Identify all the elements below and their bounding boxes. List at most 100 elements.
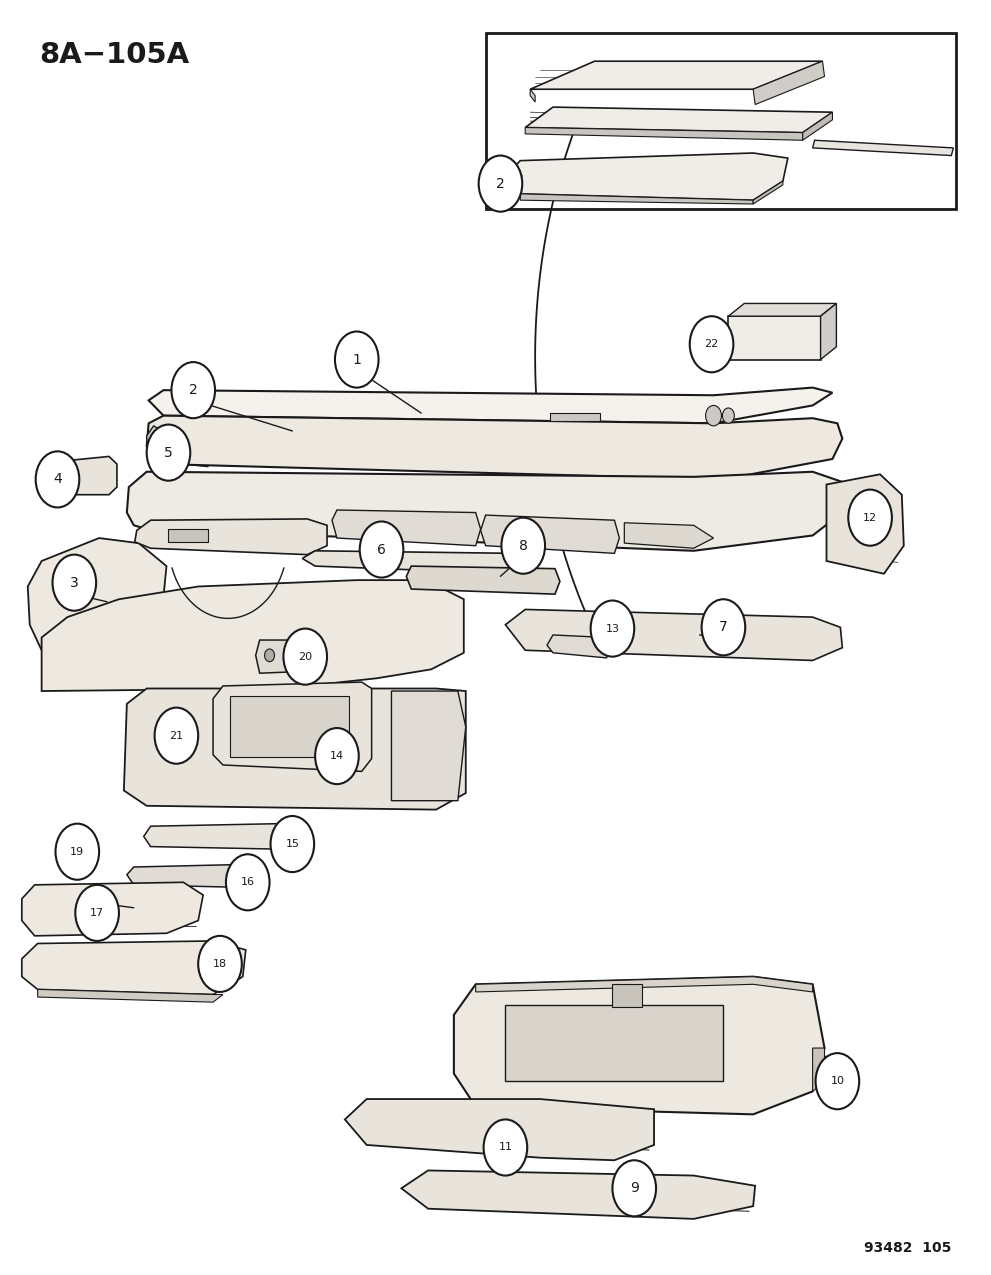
Polygon shape <box>753 61 825 105</box>
Text: 93482  105: 93482 105 <box>864 1241 951 1255</box>
Circle shape <box>198 936 242 992</box>
Text: 14: 14 <box>330 751 344 761</box>
Polygon shape <box>803 112 832 140</box>
Polygon shape <box>813 1048 825 1091</box>
Polygon shape <box>728 303 836 316</box>
Circle shape <box>75 885 119 941</box>
Polygon shape <box>147 426 178 467</box>
Circle shape <box>702 599 745 655</box>
Circle shape <box>315 728 359 784</box>
Polygon shape <box>135 519 327 555</box>
Bar <box>230 696 349 757</box>
Bar <box>168 529 208 542</box>
Polygon shape <box>149 388 832 423</box>
Circle shape <box>36 451 79 507</box>
Polygon shape <box>505 609 842 660</box>
Text: 16: 16 <box>241 877 255 887</box>
Circle shape <box>706 405 721 426</box>
Polygon shape <box>406 566 560 594</box>
Circle shape <box>155 708 198 764</box>
Polygon shape <box>454 977 825 1114</box>
Text: 6: 6 <box>378 543 385 556</box>
Text: 2: 2 <box>189 384 197 397</box>
Text: 12: 12 <box>863 513 877 523</box>
Text: 10: 10 <box>830 1076 844 1086</box>
Polygon shape <box>728 316 821 360</box>
Polygon shape <box>476 977 813 992</box>
Text: 4: 4 <box>54 473 61 486</box>
Polygon shape <box>826 474 904 574</box>
Circle shape <box>360 521 403 578</box>
Text: 21: 21 <box>169 731 183 741</box>
Circle shape <box>816 1053 859 1109</box>
Text: 15: 15 <box>285 839 299 849</box>
Polygon shape <box>256 640 327 673</box>
Text: 18: 18 <box>213 959 227 969</box>
Text: 13: 13 <box>606 623 619 634</box>
Text: 1: 1 <box>353 353 361 366</box>
Polygon shape <box>28 538 166 650</box>
Text: 8A−105A: 8A−105A <box>40 41 189 69</box>
Circle shape <box>484 1119 527 1176</box>
Circle shape <box>479 156 522 212</box>
Polygon shape <box>481 515 619 553</box>
Text: 9: 9 <box>630 1182 638 1195</box>
Polygon shape <box>530 61 823 89</box>
Text: 11: 11 <box>498 1142 512 1153</box>
Polygon shape <box>821 303 836 360</box>
Polygon shape <box>302 551 535 574</box>
Text: 8: 8 <box>519 539 527 552</box>
Polygon shape <box>813 140 953 156</box>
Text: 2: 2 <box>496 177 504 190</box>
Circle shape <box>501 518 545 574</box>
Polygon shape <box>530 89 535 102</box>
Circle shape <box>612 1160 656 1216</box>
Polygon shape <box>332 510 481 546</box>
Polygon shape <box>127 864 253 887</box>
Circle shape <box>335 332 379 388</box>
Polygon shape <box>391 691 466 801</box>
Polygon shape <box>525 128 803 140</box>
Polygon shape <box>127 472 842 551</box>
Circle shape <box>265 649 275 662</box>
Circle shape <box>848 490 892 546</box>
Circle shape <box>690 316 733 372</box>
Circle shape <box>53 555 96 611</box>
Text: 5: 5 <box>165 446 172 459</box>
Text: 20: 20 <box>298 652 312 662</box>
Polygon shape <box>520 194 753 204</box>
Circle shape <box>55 824 99 880</box>
Text: 19: 19 <box>70 847 84 857</box>
Polygon shape <box>22 941 246 994</box>
Text: 22: 22 <box>705 339 718 349</box>
Text: 7: 7 <box>719 621 727 634</box>
Polygon shape <box>505 153 788 200</box>
Text: 17: 17 <box>90 908 104 918</box>
Bar <box>505 1005 723 1081</box>
Polygon shape <box>550 413 600 421</box>
Polygon shape <box>753 181 783 204</box>
Polygon shape <box>38 989 223 1002</box>
Bar <box>486 33 956 209</box>
Polygon shape <box>124 688 466 810</box>
Polygon shape <box>22 882 203 936</box>
Circle shape <box>271 816 314 872</box>
Polygon shape <box>144 824 289 849</box>
Polygon shape <box>525 107 832 133</box>
Polygon shape <box>42 580 464 691</box>
Polygon shape <box>547 635 612 658</box>
Circle shape <box>722 408 734 423</box>
Circle shape <box>283 629 327 685</box>
Polygon shape <box>345 1099 654 1160</box>
Circle shape <box>69 836 89 862</box>
Circle shape <box>165 709 192 745</box>
Text: 3: 3 <box>70 576 78 589</box>
Circle shape <box>591 601 634 657</box>
Circle shape <box>147 425 190 481</box>
Polygon shape <box>624 523 714 548</box>
Polygon shape <box>147 416 842 479</box>
Polygon shape <box>50 456 117 495</box>
Circle shape <box>171 362 215 418</box>
Bar <box>612 984 642 1007</box>
Polygon shape <box>401 1170 755 1219</box>
